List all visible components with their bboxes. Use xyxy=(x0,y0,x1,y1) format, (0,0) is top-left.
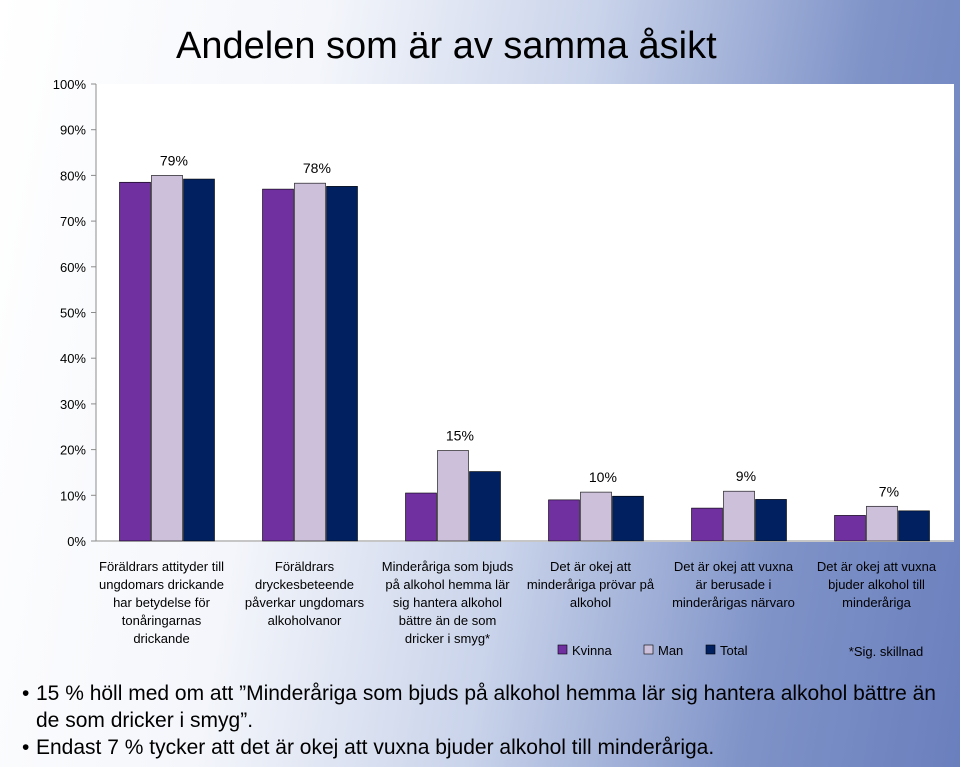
bullet-item: 15 % höll med om att ”Minderåriga som bj… xyxy=(22,680,957,734)
y-tick-label: 70% xyxy=(60,214,86,229)
category-label: Föräldrars attityder till ungdomars drick… xyxy=(99,559,224,646)
bar-kvinna xyxy=(548,499,580,542)
bar-man xyxy=(866,505,898,542)
significance-footnote: *Sig. skillnad xyxy=(849,644,923,659)
category-labels: Föräldrars attityder till ungdomars drick… xyxy=(99,559,937,646)
y-tick-label: 80% xyxy=(60,168,86,183)
category-label: Det är okej att vuxna är berusade i minder… xyxy=(672,559,795,610)
y-tick-label: 10% xyxy=(60,488,86,503)
plot-area xyxy=(96,84,954,542)
legend-swatch-total xyxy=(705,644,716,655)
y-tick-label: 60% xyxy=(60,260,86,275)
bar-man xyxy=(294,182,326,542)
bar-kvinna xyxy=(119,181,151,542)
bar-man xyxy=(580,491,612,542)
legend-swatch-kvinna xyxy=(557,644,568,655)
bar-total xyxy=(755,499,787,542)
bar-man xyxy=(723,490,755,542)
y-tick-label: 0% xyxy=(67,534,86,549)
bar-kvinna xyxy=(691,507,723,542)
data-labels: 79% 78% 15% 10% 9% 7% xyxy=(160,152,899,499)
legend-label: Man xyxy=(658,643,683,658)
y-tick-label: 30% xyxy=(60,397,86,412)
category-label: Minderåriga som bjuds på alkohol hemma lä… xyxy=(382,559,514,646)
y-tick-label: 20% xyxy=(60,443,86,458)
category-label: Föräldrars dryckesbeteende påverkar ungdom… xyxy=(245,559,365,628)
bullet-item: Endast 7 % tycker att det är okej att vu… xyxy=(22,734,957,761)
data-label: 78% xyxy=(303,160,331,176)
y-tick-label: 50% xyxy=(60,306,86,321)
data-label: 10% xyxy=(589,469,617,485)
bars xyxy=(119,175,930,542)
legend-swatch-man xyxy=(643,644,654,655)
bar-man xyxy=(151,175,183,542)
legend-label: Total xyxy=(720,643,748,658)
category-label: Det är okej att vuxna bjuder alkohol till… xyxy=(817,559,937,610)
bar-total xyxy=(612,495,644,542)
bar-total xyxy=(183,178,215,542)
bar-total xyxy=(898,510,930,542)
y-tick-label: 100% xyxy=(53,77,87,92)
legend-label: Kvinna xyxy=(572,643,613,658)
bar-man xyxy=(437,450,469,542)
data-label: 7% xyxy=(879,483,899,499)
category-label: Det är okej att minderåriga prövar på alko… xyxy=(527,559,655,610)
bar-kvinna xyxy=(834,515,866,542)
legend: Kvinna Man Total xyxy=(557,643,748,658)
data-label: 9% xyxy=(736,468,756,484)
bar-total xyxy=(326,186,358,542)
data-label: 15% xyxy=(446,428,474,444)
y-tick-label: 90% xyxy=(60,123,86,138)
bullet-list: 15 % höll med om att ”Minderåriga som bj… xyxy=(22,680,957,761)
bar-kvinna xyxy=(405,492,437,542)
bar-total xyxy=(469,471,501,542)
bar-kvinna xyxy=(262,188,294,542)
y-axis: 0% 10% 20% 30% 40% 50% 60% 70% 80% 90% 100% xyxy=(53,77,954,549)
data-label: 79% xyxy=(160,152,188,168)
slide-title: Andelen som är av samma åsikt xyxy=(176,25,717,67)
y-tick-label: 40% xyxy=(60,351,86,366)
